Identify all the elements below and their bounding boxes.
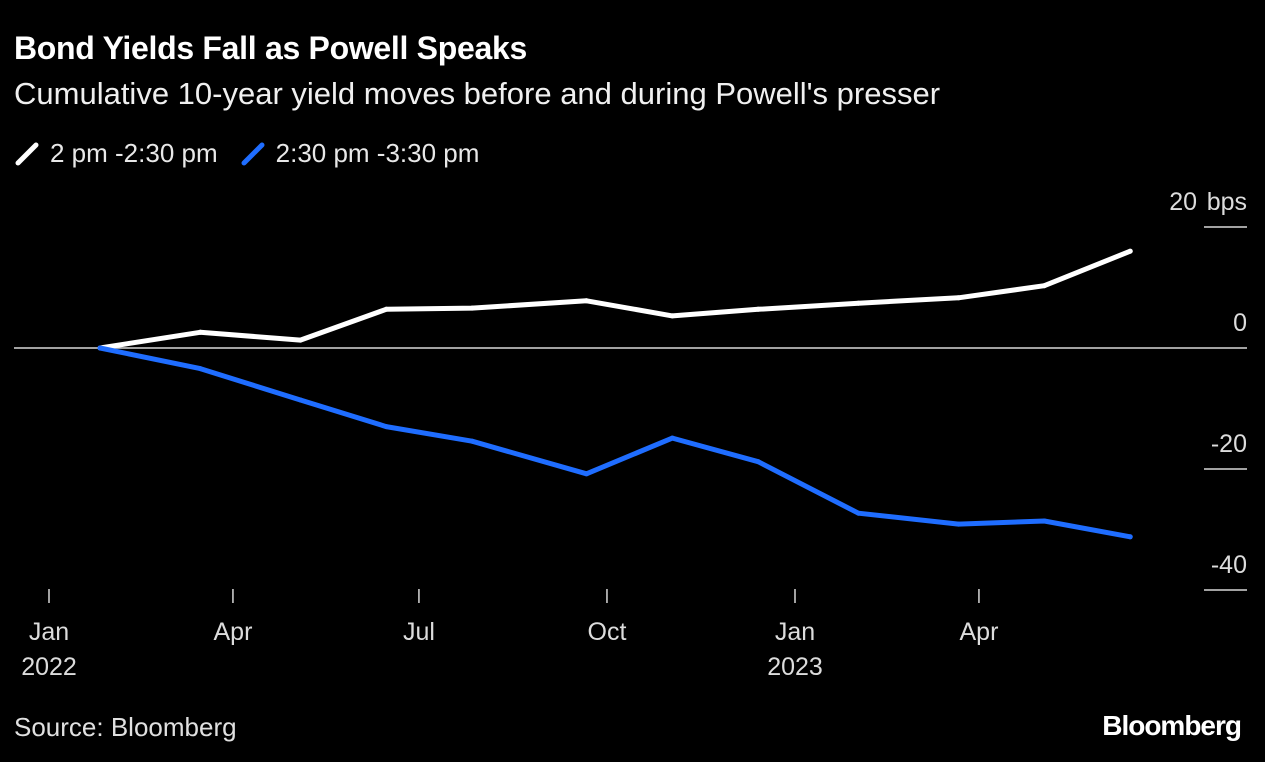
series-1-point-1 bbox=[197, 329, 203, 335]
series-2-point-4 bbox=[469, 438, 475, 444]
series-2-point-9 bbox=[956, 521, 961, 527]
series-2-point-7 bbox=[755, 459, 761, 465]
series-2-point-10 bbox=[1041, 518, 1047, 524]
series-1-point-5 bbox=[584, 298, 589, 304]
y-tick-label-3: -40 bbox=[1211, 551, 1247, 579]
series-line-1 bbox=[97, 248, 1133, 351]
series-2-point-6 bbox=[669, 435, 675, 441]
chart-title: Bond Yields Fall as Powell Speaks bbox=[14, 30, 527, 66]
x-tick-label-3: Oct bbox=[588, 618, 627, 646]
series-1-point-11 bbox=[1127, 248, 1133, 254]
y-unit-label: bps bbox=[1207, 188, 1247, 216]
y-tick-label-1: 0 bbox=[1233, 309, 1247, 337]
x-tick-sublabel-4: 2023 bbox=[767, 653, 823, 681]
legend-swatch-series-1 bbox=[15, 142, 39, 165]
series-1-point-6 bbox=[669, 313, 675, 319]
series-2-point-2 bbox=[297, 397, 303, 403]
y-tick-label-0: 20 bbox=[1169, 188, 1197, 216]
x-tick-label-0: Jan bbox=[29, 618, 69, 646]
series-1-point-9 bbox=[956, 295, 961, 301]
series-1-point-3 bbox=[383, 306, 389, 312]
x-tick-label-2: Jul bbox=[403, 618, 435, 646]
series-1-point-2 bbox=[297, 337, 303, 343]
series-2-point-3 bbox=[383, 424, 389, 430]
series-1-point-8 bbox=[855, 300, 861, 306]
series-1-point-7 bbox=[755, 306, 761, 312]
series-2-point-11 bbox=[1127, 534, 1133, 540]
legend-swatch-series-2 bbox=[241, 142, 265, 165]
series-1-point-4 bbox=[469, 305, 475, 311]
legend: 2 pm -2:30 pm 2:30 pm -3:30 pm bbox=[14, 138, 501, 169]
y-tick-label-2: -20 bbox=[1211, 430, 1247, 458]
series-1-point-10 bbox=[1041, 283, 1047, 289]
x-tick-label-4: Jan bbox=[775, 618, 815, 646]
legend-item-series-1: 2 pm -2:30 pm bbox=[14, 138, 218, 169]
legend-label-series-1: 2 pm -2:30 pm bbox=[50, 138, 218, 168]
bloomberg-logo: Bloomberg bbox=[1102, 710, 1242, 741]
legend-label-series-2: 2:30 pm -3:30 pm bbox=[275, 138, 480, 168]
x-tick-label-1: Apr bbox=[213, 618, 252, 646]
source-note: Source: Bloomberg bbox=[14, 712, 237, 742]
series-2-point-1 bbox=[197, 366, 203, 372]
x-tick-label-5: Apr bbox=[959, 618, 998, 646]
series-2-point-5 bbox=[584, 471, 589, 477]
series-2-point-8 bbox=[855, 510, 861, 516]
series-2-point-0 bbox=[97, 345, 103, 351]
x-tick-sublabel-0: 2022 bbox=[21, 653, 77, 681]
series-line-2 bbox=[97, 345, 1133, 540]
chart-subtitle: Cumulative 10-year yield moves before an… bbox=[14, 76, 941, 111]
legend-item-series-2: 2:30 pm -3:30 pm bbox=[240, 138, 480, 169]
